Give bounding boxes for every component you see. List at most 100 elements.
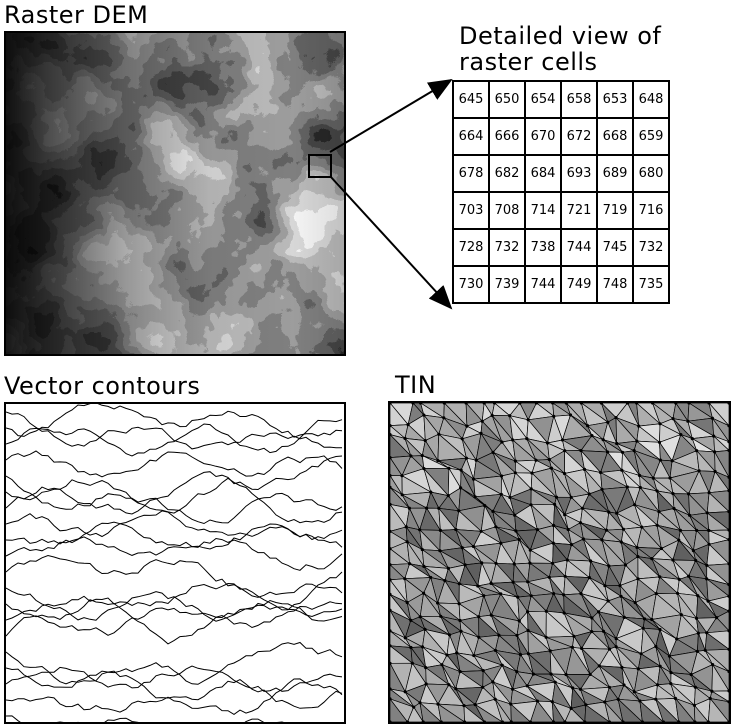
tin-triangle xyxy=(390,698,408,722)
tin-vertex xyxy=(529,594,533,598)
tin-vertex xyxy=(482,403,486,405)
tin-vertex xyxy=(390,644,392,648)
tin-triangle xyxy=(419,701,442,722)
tin-vertex xyxy=(500,663,504,667)
tin-vertex xyxy=(458,670,462,674)
tin-vertex xyxy=(454,527,458,532)
tin-vertex xyxy=(635,545,639,549)
tin-vertex xyxy=(708,696,712,701)
tin-vertex xyxy=(637,424,641,428)
tin-triangle xyxy=(463,704,485,722)
tin-vertex xyxy=(530,471,534,475)
raster-cell-row: 703 708 714 721 719 716 xyxy=(452,191,670,230)
tin-vertex xyxy=(425,506,429,510)
tin-vertex xyxy=(454,687,458,691)
tin-vertex xyxy=(661,720,665,722)
tin-vertex xyxy=(581,537,585,541)
tin-vertex xyxy=(695,528,699,532)
tin-vertex xyxy=(670,459,674,463)
tin-vertex xyxy=(639,652,643,656)
tin-vertex xyxy=(472,653,476,658)
tin-vertex xyxy=(711,663,715,667)
tin-vertex xyxy=(525,684,529,688)
tin-vertex xyxy=(655,489,659,493)
tin-vertex xyxy=(625,485,629,489)
raster-cell: 719 xyxy=(596,191,634,230)
tin-vertex xyxy=(673,696,677,700)
tin-vertex xyxy=(480,419,484,423)
tin-vertex xyxy=(482,594,486,598)
tin-vertex xyxy=(569,706,573,710)
tin-vertex xyxy=(418,528,422,532)
tin-vertex xyxy=(710,416,714,420)
tin-triangle xyxy=(407,706,424,722)
tin-vertex xyxy=(620,450,625,454)
tin-vertex xyxy=(535,528,539,532)
tin-vertex xyxy=(706,720,710,722)
tin-vertex xyxy=(621,720,625,722)
tin-vertex xyxy=(390,502,392,506)
tin-vertex xyxy=(517,619,521,623)
raster-cell: 732 xyxy=(488,228,526,267)
tin-vertex xyxy=(438,549,442,553)
tin-vertex xyxy=(727,647,729,651)
raster-cell: 664 xyxy=(452,117,490,156)
tin-vertex xyxy=(584,703,588,707)
tin-vertex xyxy=(535,699,539,703)
tin-vertex xyxy=(481,669,485,673)
tin-vertex xyxy=(654,697,658,701)
raster-cell: 714 xyxy=(524,191,562,230)
tin-vertex xyxy=(564,672,568,677)
tin-vertex xyxy=(418,701,422,705)
tin-vertex xyxy=(493,648,497,652)
tin-vertex xyxy=(463,563,467,567)
tin-vertex xyxy=(633,601,637,605)
tin-vertex xyxy=(422,564,426,568)
tin-vertex xyxy=(623,563,628,567)
contour-line xyxy=(6,419,343,457)
tin-vertex xyxy=(390,433,392,437)
tin-vertex xyxy=(707,528,711,533)
tin-vertex xyxy=(694,558,698,563)
tin-vertex xyxy=(571,686,575,690)
raster-cell-row: 728 732 738 744 745 732 xyxy=(452,228,670,267)
tin-vertex xyxy=(481,685,485,689)
raster-cell: 689 xyxy=(596,154,634,193)
tin-vertex xyxy=(436,601,440,605)
tin-vertex xyxy=(422,591,426,595)
tin-vertex xyxy=(727,489,729,493)
tin-vertex xyxy=(638,699,642,703)
tin-vertex xyxy=(443,579,447,583)
tin-vertex xyxy=(578,521,583,525)
raster-cell-row: 645 650 654 658 653 648 xyxy=(452,80,670,119)
tin-triangle xyxy=(617,698,643,722)
detail-view-title-line2: raster cells xyxy=(459,48,598,76)
tin-vertex xyxy=(513,459,518,463)
tin-vertex xyxy=(620,468,624,472)
tin-vertex xyxy=(477,635,481,639)
tin-vertex xyxy=(403,636,407,640)
tin-vertex xyxy=(604,528,609,532)
raster-dem-title: Raster DEM xyxy=(4,1,149,29)
tin-vertex xyxy=(710,689,714,693)
tin-vertex xyxy=(446,494,450,498)
tin-triangle xyxy=(584,704,610,722)
tin-vertex xyxy=(579,403,583,405)
tin-vertex xyxy=(707,403,711,405)
tin-vertex xyxy=(727,629,729,633)
tin-vertex xyxy=(518,653,523,657)
tin-vertex xyxy=(658,422,662,426)
tin-vertex xyxy=(569,495,573,499)
tin-vertex xyxy=(474,458,478,462)
tin-vertex xyxy=(418,615,422,619)
tin-vertex xyxy=(552,523,556,528)
tin-vertex xyxy=(672,506,676,511)
tin-vertex xyxy=(606,599,610,603)
arrow-to-table-top xyxy=(329,78,453,153)
tin-vertex xyxy=(678,528,682,532)
tin-vertex xyxy=(390,661,392,665)
tin-vertex xyxy=(513,513,517,517)
tin-vertex xyxy=(439,614,443,618)
tin-vertex xyxy=(707,491,711,495)
